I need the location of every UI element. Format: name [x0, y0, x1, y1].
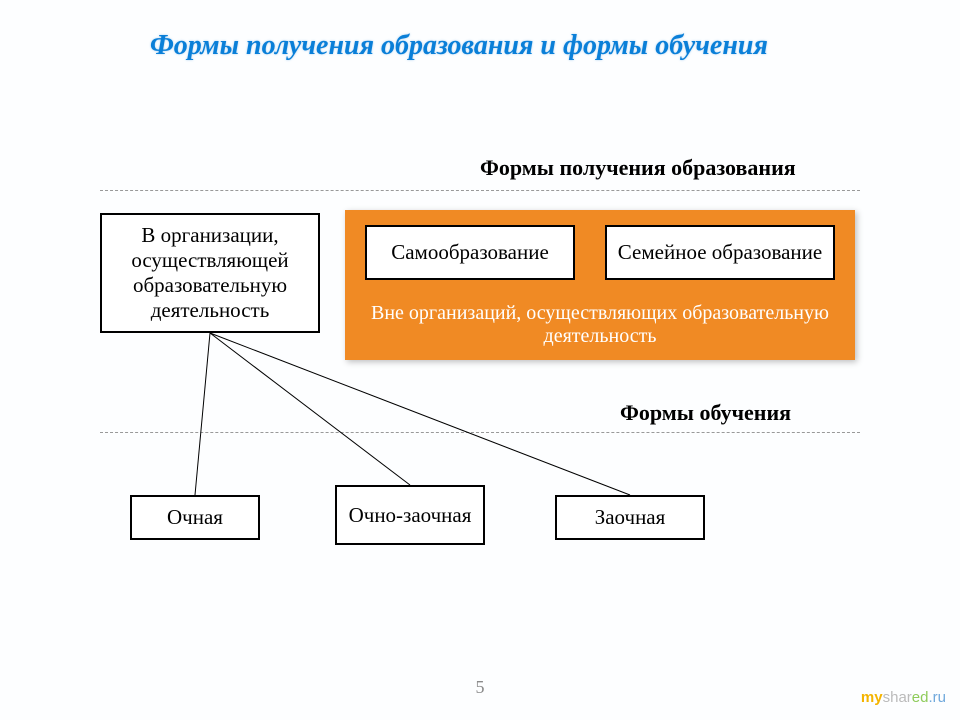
watermark-part-c: ed: [912, 689, 929, 706]
watermark-part-b: shar: [883, 689, 912, 706]
slide: { "title": "Формы получения образования …: [0, 0, 960, 720]
box-family-edu: Семейное образование: [605, 225, 835, 280]
box-in-org: В организации, осуществляющей образовате…: [100, 213, 320, 333]
section-label-learning: Формы обучения: [620, 400, 791, 426]
box-full-time-text: Очная: [167, 505, 223, 530]
box-part-time-text: Очно-заочная: [349, 503, 472, 528]
watermark-part-d: .ru: [928, 689, 946, 706]
section-label-obtaining: Формы получения образования: [480, 155, 796, 181]
box-distance-text: Заочная: [595, 505, 666, 530]
divider-2: [100, 432, 860, 433]
watermark: myshared.ru: [861, 689, 946, 706]
box-distance: Заочная: [555, 495, 705, 540]
box-self-edu-text: Самообразование: [391, 240, 549, 265]
connector-lines: [0, 0, 960, 720]
divider-1: [100, 190, 860, 191]
slide-title: Формы получения образования и формы обуч…: [150, 30, 768, 62]
box-part-time: Очно-заочная: [335, 485, 485, 545]
outside-org-label: Вне организаций, осуществляющих образова…: [345, 302, 855, 348]
box-self-edu: Самообразование: [365, 225, 575, 280]
box-family-edu-text: Семейное образование: [618, 240, 822, 265]
watermark-part-a: my: [861, 689, 883, 706]
page-number: 5: [0, 677, 960, 698]
box-in-org-text: В организации, осуществляющей образовате…: [106, 223, 314, 323]
box-full-time: Очная: [130, 495, 260, 540]
